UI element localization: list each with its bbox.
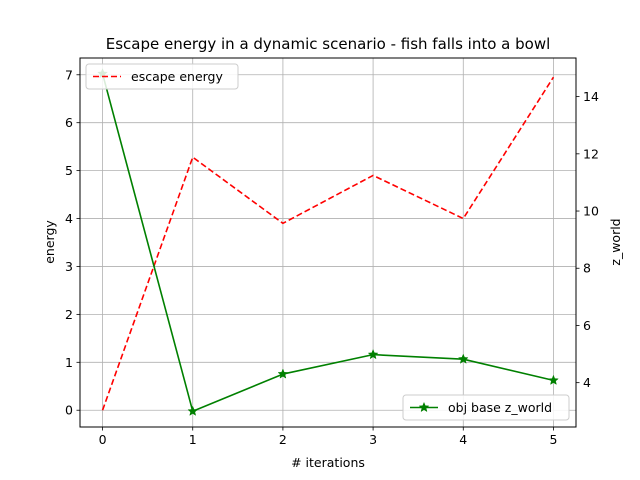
right-y-tick-label: 12 bbox=[583, 146, 599, 161]
right-y-tick-label: 6 bbox=[583, 318, 591, 333]
legend-obj-base-z-world: obj base z_world bbox=[402, 394, 570, 421]
data-point-obj-base-z-world bbox=[187, 405, 199, 416]
x-tick-label: 3 bbox=[369, 432, 377, 447]
right-y-tick-label: 4 bbox=[583, 375, 591, 390]
left-y-axis-title: energy bbox=[42, 220, 57, 264]
legend-marker-star bbox=[418, 401, 430, 413]
left-y-tick-label: 2 bbox=[65, 307, 73, 322]
left-y-tick-label: 7 bbox=[65, 67, 73, 82]
x-axis-title: # iterations bbox=[291, 455, 365, 470]
left-y-tick-label: 4 bbox=[65, 211, 73, 226]
series-line-obj-base-z-world bbox=[101, 73, 554, 413]
data-point-obj-base-z-world bbox=[548, 374, 559, 385]
x-tick-label: 4 bbox=[459, 432, 467, 447]
data-point-obj-base-z-world bbox=[457, 353, 469, 364]
left-y-tick-label: 1 bbox=[65, 355, 73, 370]
legend-label-escape-energy: escape energy bbox=[131, 69, 223, 84]
data-point-obj-base-z-world bbox=[367, 348, 379, 360]
left-y-axis: 0 1 2 3 4 5 6 7 bbox=[65, 67, 80, 418]
right-y-tick-label: 10 bbox=[583, 204, 599, 219]
x-tick-label: 2 bbox=[279, 432, 287, 447]
x-tick-label: 5 bbox=[549, 432, 557, 447]
legend-box bbox=[85, 63, 239, 90]
x-tick-label: 0 bbox=[99, 432, 107, 447]
right-y-axis: 4 6 8 10 12 14 bbox=[576, 89, 599, 390]
legend-label-obj-base-z-world: obj base z_world bbox=[448, 400, 552, 415]
legend-box bbox=[402, 394, 570, 421]
left-y-tick-label: 6 bbox=[65, 115, 73, 130]
left-y-tick-label: 0 bbox=[65, 403, 73, 418]
x-axis: 0 1 2 3 4 5 bbox=[99, 427, 557, 447]
chart-title: Escape energy in a dynamic scenario - fi… bbox=[106, 35, 551, 53]
x-tick-label: 1 bbox=[189, 432, 197, 447]
right-y-axis-title: z_world bbox=[608, 218, 623, 265]
plot-frame bbox=[79, 57, 577, 428]
left-y-tick-label: 5 bbox=[65, 163, 73, 178]
legend-escape-energy: escape energy bbox=[85, 63, 239, 90]
left-y-tick-label: 3 bbox=[65, 259, 73, 274]
grid bbox=[80, 58, 576, 427]
data-point-obj-base-z-world bbox=[277, 368, 289, 379]
right-y-tick-label: 8 bbox=[583, 261, 591, 276]
right-y-tick-label: 14 bbox=[583, 89, 599, 104]
